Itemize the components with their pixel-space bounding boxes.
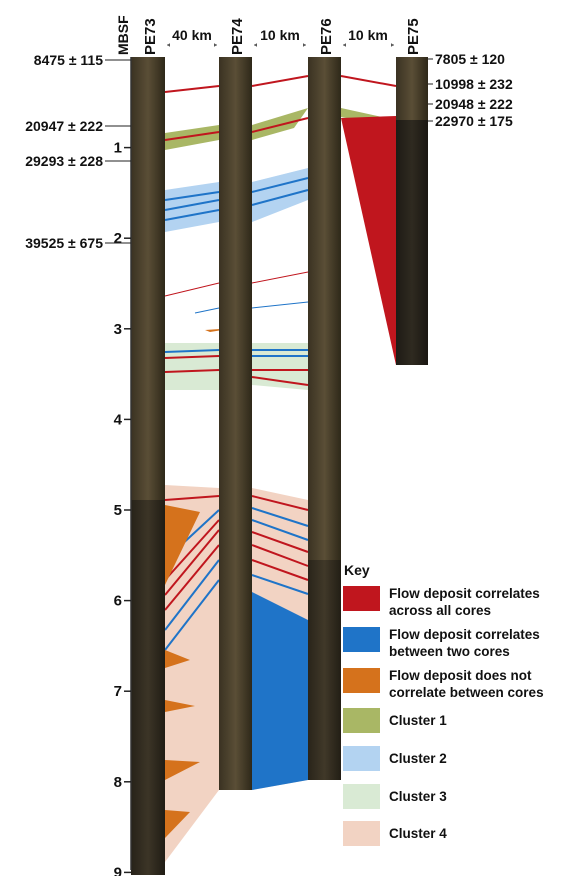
date-label: 8475 ± 115 <box>34 52 103 68</box>
depth-tick-label: 3 <box>114 321 122 338</box>
legend-label: Cluster 1 <box>389 713 447 728</box>
legend-label: Cluster 2 <box>389 751 447 766</box>
depth-tick-label: 5 <box>114 502 122 519</box>
legend-label: Flow deposit correlates between two core… <box>389 627 540 659</box>
depth-tick-label: 7 <box>114 683 122 700</box>
spacing-pe73-pe74: 40 km <box>167 27 217 52</box>
date-label: 10998 ± 232 <box>435 76 513 92</box>
legend-label: Cluster 3 <box>389 789 447 804</box>
legend-swatch <box>343 784 380 809</box>
date-label: 20948 ± 222 <box>435 96 513 112</box>
core-name-pe76: PE76 <box>318 18 335 55</box>
legend-label: Flow deposit correlates across all cores <box>389 586 540 618</box>
spacing-labels: 40 km 10 km 10 km <box>167 27 394 52</box>
spacing-label: 10 km <box>260 27 300 43</box>
core-pe75-dark-section <box>396 120 428 365</box>
dates-left: 8475 ± 115 20947 ± 222 29293 ± 228 39525… <box>25 52 131 251</box>
depth-tick-label: 9 <box>114 864 122 876</box>
legend-swatch <box>343 586 380 611</box>
depth-tick-label: 6 <box>114 593 122 610</box>
core-pe76-dark-section <box>308 560 341 780</box>
depth-tick-label: 2 <box>114 230 122 247</box>
spacing-label: 10 km <box>348 27 388 43</box>
legend-swatch <box>343 821 380 846</box>
dates-right: 7805 ± 120 10998 ± 232 20948 ± 222 22970… <box>428 51 513 129</box>
core-names: PE73 PE74 PE76 PE75 <box>142 18 422 55</box>
cluster-2-band <box>252 168 308 222</box>
date-label: 7805 ± 120 <box>435 51 505 67</box>
date-label: 22970 ± 175 <box>435 113 513 129</box>
core-pe74 <box>219 57 252 790</box>
core-name-pe75: PE75 <box>405 18 422 55</box>
core-pe73-dark-section <box>131 500 165 875</box>
spacing-label: 40 km <box>172 27 212 43</box>
legend-label: Cluster 4 <box>389 826 447 841</box>
date-label: 29293 ± 228 <box>25 153 103 169</box>
core-name-pe74: PE74 <box>229 18 246 55</box>
axis-unit-label: MBSF <box>115 15 131 55</box>
depth-tick-label: 8 <box>114 774 122 791</box>
red-correlation-wedge <box>341 116 396 365</box>
legend-swatch <box>343 627 380 652</box>
cluster-3-band <box>165 343 219 390</box>
depth-tick-label: 4 <box>114 411 123 428</box>
date-label: 39525 ± 675 <box>25 235 103 251</box>
core-name-pe73: PE73 <box>142 18 159 55</box>
correlation-lines <box>164 75 397 651</box>
depth-tick-label: 1 <box>114 140 122 157</box>
spacing-pe74-pe76: 10 km <box>254 27 306 52</box>
cluster-2-band <box>165 182 219 232</box>
legend-label: Flow deposit does not correlate between … <box>389 668 544 700</box>
date-label: 20947 ± 222 <box>25 118 103 134</box>
cluster-1-band <box>165 125 219 150</box>
spacing-pe76-pe75: 10 km <box>343 27 394 52</box>
orange-wedges <box>165 328 235 838</box>
blue-correlation-block <box>252 592 308 790</box>
depth-axis: MBSF 1 2 3 4 5 6 7 8 9 <box>114 15 132 876</box>
cores <box>131 57 428 875</box>
legend-swatch <box>343 668 380 693</box>
legend-swatch <box>343 746 380 771</box>
legend-swatch <box>343 708 380 733</box>
legend-title: Key <box>344 562 370 578</box>
